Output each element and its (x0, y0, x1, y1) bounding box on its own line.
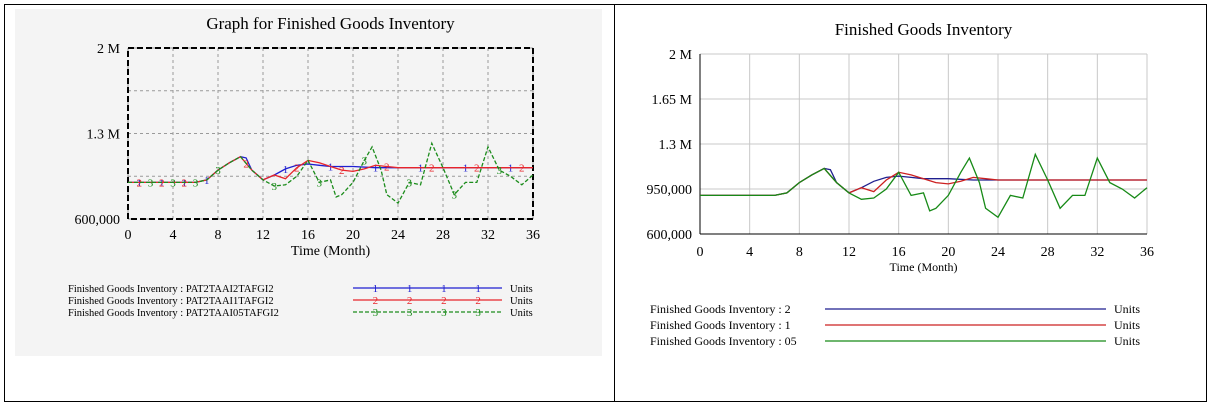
series-marker-2: 2 (339, 165, 345, 177)
series-marker-3: 3 (362, 155, 368, 167)
series-marker-3: 3 (452, 190, 458, 202)
series-marker-3: 3 (215, 165, 221, 177)
legend-marker-2: 2 (441, 295, 447, 307)
series-marker-3: 3 (272, 181, 278, 193)
legend-label: Finished Goods Inventory : 2 (650, 302, 791, 316)
x-tick-label: 8 (796, 245, 803, 260)
legend-marker-3: 3 (441, 307, 447, 319)
legend-marker-3: 3 (373, 307, 379, 319)
x-tick-label: 12 (842, 245, 856, 260)
series-marker-2: 2 (429, 163, 435, 175)
series-marker-1: 1 (463, 163, 469, 175)
x-axis-label: Time (Month) (890, 260, 958, 274)
series-marker-3: 3 (497, 165, 503, 177)
x-tick-label: 16 (892, 245, 906, 260)
legend-units: Units (510, 308, 533, 319)
legend-label: Finished Goods Inventory : 1 (650, 318, 791, 332)
series-marker-1: 1 (418, 163, 424, 175)
y-tick-label: 600,000 (647, 228, 693, 243)
series-marker-1: 1 (283, 164, 289, 176)
x-tick-label: 28 (1041, 245, 1055, 260)
series-marker-1: 1 (373, 163, 379, 175)
x-tick-label: 24 (991, 245, 1005, 260)
series-marker-2: 2 (182, 177, 188, 189)
series-marker-3: 3 (317, 177, 323, 189)
series-marker-2: 2 (159, 177, 165, 189)
x-tick-label: 36 (526, 228, 540, 243)
legend-marker-2: 2 (373, 295, 379, 307)
y-tick-label: 600,000 (75, 213, 121, 228)
y-tick-label: 2 M (669, 48, 693, 63)
x-tick-label: 12 (256, 228, 270, 243)
legend-marker-1: 1 (475, 283, 481, 295)
series-marker-2: 2 (384, 161, 390, 173)
right-chart-panel: Finished Goods Inventory 0 4 8 12 16 20 24 28 32 3… (625, 11, 1197, 356)
series-marker-2: 2 (243, 158, 249, 170)
y-tick-label: 2 M (97, 42, 121, 57)
legend-label: Finished Goods Inventory : 05 (650, 334, 797, 348)
legend-units: Units (510, 284, 533, 295)
x-tick-label: 24 (391, 228, 405, 243)
legend-units: Units (510, 296, 533, 307)
panel-divider (614, 4, 615, 402)
left-chart-panel: Graph for Finished Goods Inventory 0 4 8 12 1… (15, 9, 602, 356)
x-tick-label: 8 (215, 228, 222, 243)
legend-marker-2: 2 (475, 295, 481, 307)
y-tick-label: 1.3 M (87, 128, 121, 143)
x-axis-label: Time (Month) (291, 244, 371, 259)
legend-marker-1: 1 (373, 283, 379, 295)
series-marker-2: 2 (137, 177, 143, 189)
legend-label: Finished Goods Inventory : PAT2TAAI05TAF… (68, 308, 279, 319)
x-tick-label: 20 (941, 245, 955, 260)
legend-label: Finished Goods Inventory : PAT2TAAI1TAFG… (68, 296, 274, 307)
y-tick-label: 1.3 M (659, 138, 693, 153)
x-tick-label: 16 (301, 228, 315, 243)
legend-units: Units (1114, 302, 1140, 316)
x-tick-label: 32 (1090, 245, 1104, 260)
x-tick-label: 0 (125, 228, 132, 243)
legend-marker-1: 1 (407, 283, 413, 295)
series-marker-2: 2 (474, 163, 480, 175)
x-tick-label: 4 (170, 228, 177, 243)
y-tick-label: 950,000 (647, 183, 693, 198)
series-marker-3: 3 (193, 177, 199, 189)
series-marker-3: 3 (170, 177, 176, 189)
legend-units: Units (1114, 318, 1140, 332)
x-tick-label: 28 (436, 228, 450, 243)
legend-marker-3: 3 (475, 307, 481, 319)
legend-units: Units (1114, 334, 1140, 348)
chart-title: Finished Goods Inventory (835, 20, 1013, 39)
legend-marker-3: 3 (407, 307, 413, 319)
series-marker-2: 2 (519, 163, 525, 175)
series-marker-3: 3 (407, 177, 413, 189)
x-tick-label: 36 (1140, 245, 1154, 260)
legend-label: Finished Goods Inventory : PAT2TAAI2TAFG… (68, 284, 274, 295)
legend-marker-1: 1 (441, 283, 447, 295)
x-tick-label: 0 (697, 245, 704, 260)
x-tick-label: 20 (346, 228, 360, 243)
y-tick-label: 1.65 M (652, 93, 693, 108)
right-chart-svg: Finished Goods Inventory 0 4 8 12 16 20 24 28 32 3… (625, 11, 1197, 356)
series-marker-1: 1 (508, 163, 514, 175)
x-tick-label: 32 (481, 228, 495, 243)
chart-title: Graph for Finished Goods Inventory (206, 14, 455, 33)
legend-marker-2: 2 (407, 295, 413, 307)
x-tick-label: 4 (746, 245, 753, 260)
series-marker-3: 3 (148, 177, 154, 189)
